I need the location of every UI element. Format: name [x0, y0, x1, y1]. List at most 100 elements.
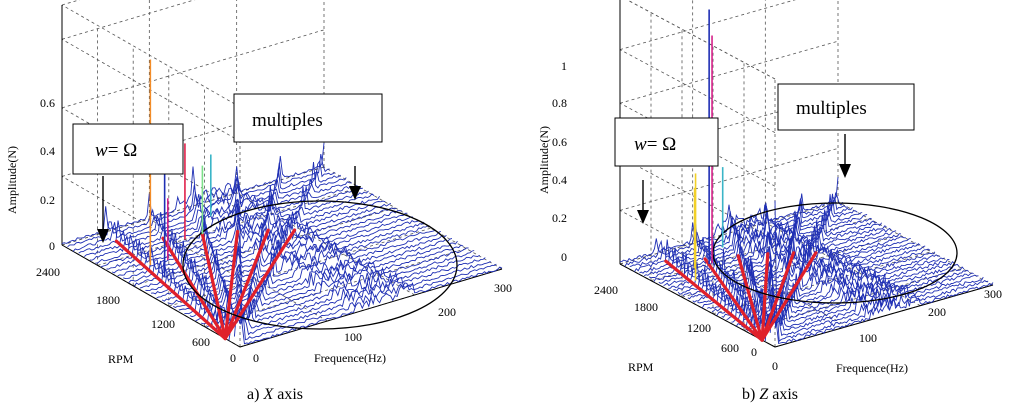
order-line [200, 232, 227, 341]
rpm-axis-label: RPM [628, 360, 654, 374]
amp-tick: 0.6 [40, 96, 55, 110]
speed-annotation: w= Ω [634, 134, 676, 155]
amp-axis-label: Amplitude(N) [537, 126, 551, 194]
spectrum-trace [711, 248, 931, 313]
rpm-axis [61, 244, 241, 348]
panel-caption: a) X axis [247, 386, 303, 403]
spectrum-trace [195, 240, 458, 322]
rpm-axis [619, 263, 776, 348]
spectrum-trace [687, 236, 906, 300]
grid-line [149, 218, 328, 322]
spectrum-trace [117, 196, 380, 277]
spectrum-trace [150, 216, 414, 295]
multiples-ellipse [182, 200, 458, 330]
spectrum-trace [726, 257, 945, 321]
grid-line [619, 102, 776, 187]
spectrum-trace [178, 230, 441, 311]
grid-line [619, 148, 839, 211]
speed-arrowhead [97, 229, 109, 243]
order-line [161, 236, 227, 341]
spectrum-trace [769, 280, 989, 343]
spectrum-trace [67, 154, 330, 248]
grid-line [837, 201, 994, 286]
freq-tick: 300 [984, 287, 1002, 301]
rpm-tick: 600 [721, 341, 739, 355]
multiples-ellipse [712, 202, 958, 304]
freq-axis-label: Frequence(Hz) [836, 361, 908, 375]
spectrum-trace [95, 185, 358, 264]
spectra-traces [619, 177, 994, 344]
amp-tick: 0.4 [552, 173, 567, 187]
spectrum-trace [653, 209, 873, 282]
rpm-tick: 1200 [151, 317, 175, 331]
spectrum-trace [233, 263, 497, 341]
order-line [703, 257, 764, 342]
multiples-annotation-box [777, 83, 915, 131]
panel-caption: b) Z axis [742, 386, 798, 403]
rpm-tick: 1200 [687, 321, 711, 335]
freq-tick: 200 [928, 305, 946, 319]
grid-line [61, 0, 196, 40]
spectrum-trace [639, 194, 858, 274]
order-line [736, 254, 764, 342]
amp-tick: 0.4 [40, 144, 55, 158]
grid-line [619, 156, 776, 241]
spectrum-trace [701, 242, 921, 309]
grid-line [626, 0, 776, 80]
spectrum-trace [677, 225, 897, 295]
spectrum-trace [239, 232, 503, 345]
order-line [223, 228, 297, 341]
grid-line [619, 49, 776, 133]
spectrum-trace [211, 250, 475, 331]
order-line [760, 251, 818, 342]
spectrum-trace [133, 207, 397, 287]
spectrum-trace [111, 193, 375, 274]
spectrum-trace [673, 219, 892, 292]
speed-annotation: w= Ω [95, 140, 137, 161]
spectrum-trace [697, 242, 916, 304]
spectrum-trace [139, 210, 402, 289]
amp-tick: 1 [561, 59, 567, 73]
chart-panel-z-axis: 0 0.2 0.4 0.6 0.8 1 Amplitude(N) 2400 18… [537, 0, 1002, 403]
multiples-annotation: multiples [796, 98, 867, 119]
spectrum-trace [682, 232, 902, 297]
grid-line [61, 0, 81, 6]
freq-tick: 200 [438, 305, 456, 319]
speed-annotation-box [72, 123, 184, 175]
spectrum-trace [634, 193, 853, 272]
grid-line [626, 0, 776, 80]
spectrum-trace [619, 177, 839, 263]
order-line [223, 229, 240, 341]
speed-annotation-box [614, 117, 719, 167]
rpm-axis-label: RPM [108, 352, 134, 366]
order-line [760, 251, 796, 342]
spectrum-trace [161, 221, 425, 302]
order-line [114, 239, 227, 341]
amp-tick: 0 [561, 250, 567, 264]
multiples-annotation-box [233, 93, 383, 143]
spectrum-trace [668, 225, 887, 289]
speed-arrowhead [637, 210, 649, 224]
peak-lines [149, 59, 212, 277]
spectrum-trace [755, 272, 974, 337]
spectrum-trace [774, 200, 994, 344]
amp-tick: 0.2 [40, 193, 55, 207]
freq-origin-tick: 0 [253, 351, 259, 365]
amp-tick: 0.6 [552, 135, 567, 149]
spectrum-trace [228, 261, 492, 341]
freq-tick: 100 [859, 331, 877, 345]
freq-axis-label: Frequence(Hz) [314, 351, 386, 365]
amp-tick: 0.2 [552, 211, 567, 225]
multiples-arrowhead [349, 186, 361, 200]
grid-line [765, 222, 921, 307]
rpm-origin-tick: 0 [751, 345, 757, 359]
multiples-arrowhead [839, 164, 851, 178]
spectrum-trace [731, 258, 950, 323]
rpm-tick: 2400 [594, 283, 618, 297]
multiples-annotation: multiples [252, 110, 323, 131]
grid-lines [619, 0, 994, 348]
order-line [223, 228, 270, 341]
spectrum-trace [189, 237, 453, 318]
